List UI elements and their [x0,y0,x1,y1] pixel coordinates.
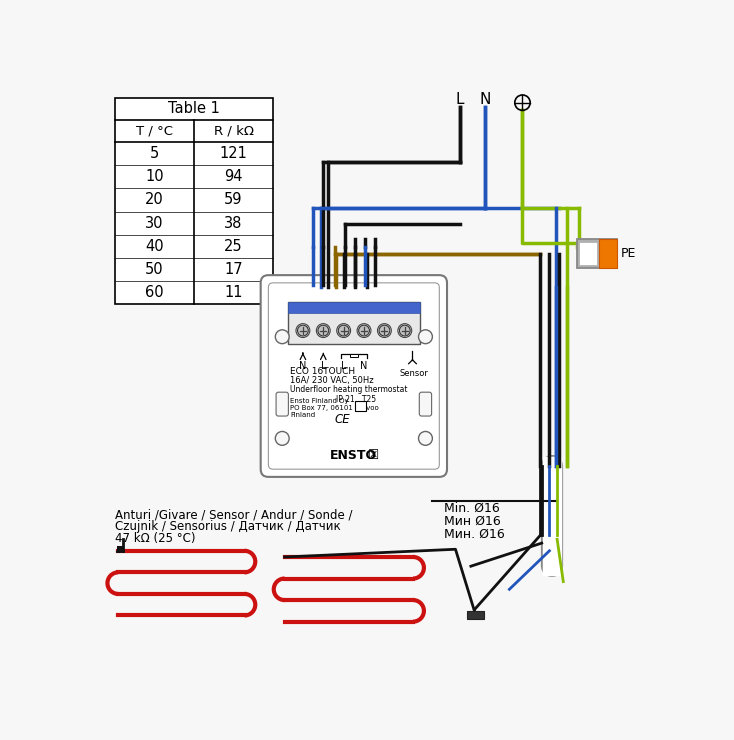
Text: 59: 59 [225,192,243,207]
Bar [350,354,357,357]
Text: ENSTO: ENSTO [330,449,377,462]
Text: Finland: Finland [290,411,315,417]
Bar [288,302,420,344]
Circle shape [418,330,432,343]
Circle shape [297,325,308,336]
Circle shape [275,330,289,343]
Text: Мин. Ø16: Мин. Ø16 [444,528,505,541]
Circle shape [418,431,432,445]
Text: 121: 121 [219,146,247,161]
Circle shape [399,325,410,336]
Text: Ensto Finland Oy: Ensto Finland Oy [290,397,349,403]
Text: N: N [479,92,490,107]
Text: 11: 11 [225,286,243,300]
Text: Sensor: Sensor [399,369,429,378]
Text: 47 kΩ (25 °C): 47 kΩ (25 °C) [115,531,196,545]
Circle shape [275,431,289,445]
Text: L: L [321,361,326,371]
Bar [117,546,124,550]
Circle shape [359,325,369,336]
Text: Czujnik / Sensorius / Датчик / Датчик: Czujnik / Sensorius / Датчик / Датчик [115,520,341,533]
Bar [578,242,597,265]
Text: 50: 50 [145,262,164,277]
Text: 16A/ 230 VAC, 50Hz: 16A/ 230 VAC, 50Hz [290,376,374,385]
Text: 94: 94 [225,169,243,184]
Text: IP 21   T25: IP 21 T25 [336,394,377,403]
Text: 5: 5 [150,146,159,161]
Text: PE: PE [620,247,636,260]
Text: ☒: ☒ [368,449,379,462]
Circle shape [338,325,349,336]
Text: T / °C: T / °C [136,124,173,137]
Text: Anturi /Givare / Sensor / Andur / Sonde /: Anturi /Givare / Sensor / Andur / Sonde … [115,508,352,522]
Text: Min. Ø16: Min. Ø16 [444,502,500,515]
Text: 30: 30 [145,215,164,231]
Text: R / kΩ: R / kΩ [214,124,253,137]
Bar [288,302,420,313]
Text: Mин Ø16: Mин Ø16 [444,515,501,528]
Text: 38: 38 [225,215,243,231]
Text: CE: CE [335,413,350,425]
Text: 25: 25 [224,239,243,254]
Text: 10: 10 [145,169,164,184]
FancyBboxPatch shape [419,392,432,416]
Text: PO Box 77, 06101 Porvoo: PO Box 77, 06101 Porvoo [290,405,379,411]
Bar [355,401,366,411]
Text: 17: 17 [224,262,243,277]
Text: 40: 40 [145,239,164,254]
Text: L: L [456,92,465,107]
FancyBboxPatch shape [269,283,440,469]
Text: Underfloor heating thermostat: Underfloor heating thermostat [290,386,407,394]
Bar [115,98,273,304]
Bar [467,610,484,619]
Bar [599,239,617,268]
Text: 60: 60 [145,286,164,300]
Text: ECO 16TOUCH: ECO 16TOUCH [290,367,355,376]
Text: L: L [341,361,346,371]
FancyBboxPatch shape [261,275,447,477]
Text: N: N [360,361,368,371]
Text: Table 1: Table 1 [168,101,220,116]
Text: N: N [299,361,307,371]
FancyBboxPatch shape [276,392,288,416]
Text: 20: 20 [145,192,164,207]
Circle shape [379,325,390,336]
Bar [577,239,617,268]
Circle shape [318,325,329,336]
